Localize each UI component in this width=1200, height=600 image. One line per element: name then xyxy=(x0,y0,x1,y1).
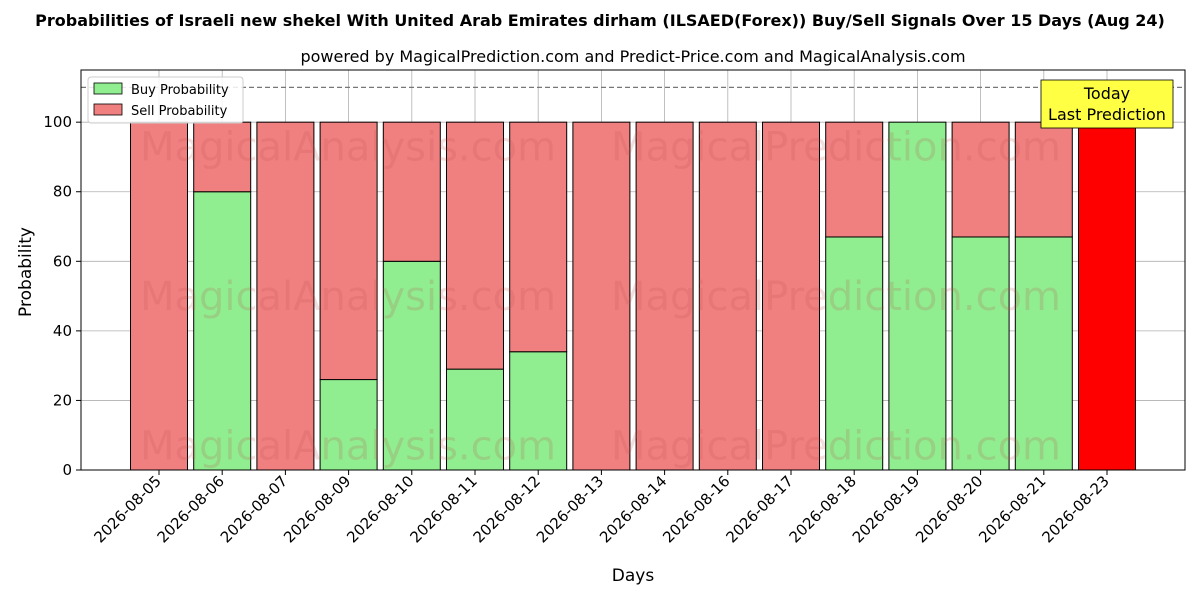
bar-sell xyxy=(825,121,884,238)
x-tick-label: 2026-08-20 xyxy=(912,472,986,546)
bar-buy xyxy=(1014,236,1073,471)
chart-subtitle: powered by MagicalPrediction.com and Pre… xyxy=(300,47,965,66)
x-tick-label: 2026-08-05 xyxy=(90,472,164,546)
bar-sell xyxy=(1014,121,1073,238)
legend-label-sell: Sell Probability xyxy=(131,104,228,119)
watermark-text: MagicalPrediction.com xyxy=(611,274,1061,320)
bar-buy xyxy=(951,236,1010,471)
today-label-line1: Today xyxy=(1083,84,1130,103)
y-tick-label: 20 xyxy=(53,391,72,409)
bar-buy xyxy=(319,379,378,471)
x-tick-label: 2026-08-12 xyxy=(470,472,544,546)
watermark-text: MagicalPrediction.com xyxy=(611,125,1061,171)
x-axis-label: Days xyxy=(612,566,655,586)
bar-sell xyxy=(762,121,820,471)
x-tick-label: 2026-08-23 xyxy=(1038,472,1112,546)
y-tick-label: 0 xyxy=(62,461,72,479)
x-tick-label: 2026-08-18 xyxy=(786,472,860,546)
bar-sell xyxy=(635,121,694,471)
bars xyxy=(130,121,1136,471)
x-axis: 2026-08-052026-08-062026-08-072026-08-09… xyxy=(90,470,1113,546)
bar-sell xyxy=(382,121,441,262)
y-tick-label: 80 xyxy=(53,183,72,201)
x-tick-label: 2026-08-13 xyxy=(533,472,607,546)
bar-sell xyxy=(319,121,378,381)
x-tick-label: 2026-08-07 xyxy=(217,472,291,546)
bar-buy xyxy=(888,121,947,471)
x-tick-label: 2026-08-11 xyxy=(406,472,480,546)
x-tick-label: 2026-08-16 xyxy=(659,472,733,546)
legend-swatch-buy xyxy=(93,82,123,95)
x-tick-label: 2026-08-09 xyxy=(280,472,354,546)
y-axis-label: Probability xyxy=(16,227,36,317)
x-tick-label: 2026-08-10 xyxy=(343,472,417,546)
bar-sell xyxy=(698,121,757,471)
watermarks: MagicalAnalysis.com MagicalPrediction.com… xyxy=(140,125,1061,470)
bar-sell xyxy=(193,121,252,193)
watermark-text: MagicalAnalysis.com xyxy=(140,274,556,320)
x-tick-label: 2026-08-17 xyxy=(722,472,796,546)
bar-buy xyxy=(509,351,568,471)
bar-buy xyxy=(382,260,441,471)
bar-buy xyxy=(446,368,504,471)
watermark-text: MagicalAnalysis.com xyxy=(140,424,556,470)
bar-sell xyxy=(1078,121,1136,471)
today-label-line2: Last Prediction xyxy=(1048,105,1166,124)
x-tick-label: 2026-08-21 xyxy=(975,472,1049,546)
x-tick-label: 2026-08-19 xyxy=(849,472,923,546)
y-tick-label: 60 xyxy=(53,252,72,270)
y-axis: 0 20 40 60 80 100 xyxy=(43,113,81,479)
watermark-text: MagicalPrediction.com xyxy=(611,424,1061,470)
bar-sell xyxy=(509,121,568,353)
bar-sell xyxy=(446,121,504,370)
plot-frame xyxy=(80,69,1186,471)
legend-swatch-sell xyxy=(93,103,123,116)
today-annotation: Today Last Prediction xyxy=(1040,79,1174,129)
x-tick-label: 2026-08-14 xyxy=(596,472,670,546)
bar-buy xyxy=(825,236,884,471)
legend: Buy Probability Sell Probability xyxy=(87,76,244,124)
y-tick-label: 40 xyxy=(53,322,72,340)
chart-title: Probabilities of Israeli new shekel With… xyxy=(35,11,1165,30)
x-tick-label: 2026-08-06 xyxy=(154,472,228,546)
y-tick-label: 100 xyxy=(43,113,72,131)
legend-label-buy: Buy Probability xyxy=(131,83,229,98)
watermark-text: MagicalAnalysis.com xyxy=(140,125,556,171)
bar-sell xyxy=(572,121,631,471)
bar-sell xyxy=(256,121,315,471)
bar-sell xyxy=(951,121,1010,238)
